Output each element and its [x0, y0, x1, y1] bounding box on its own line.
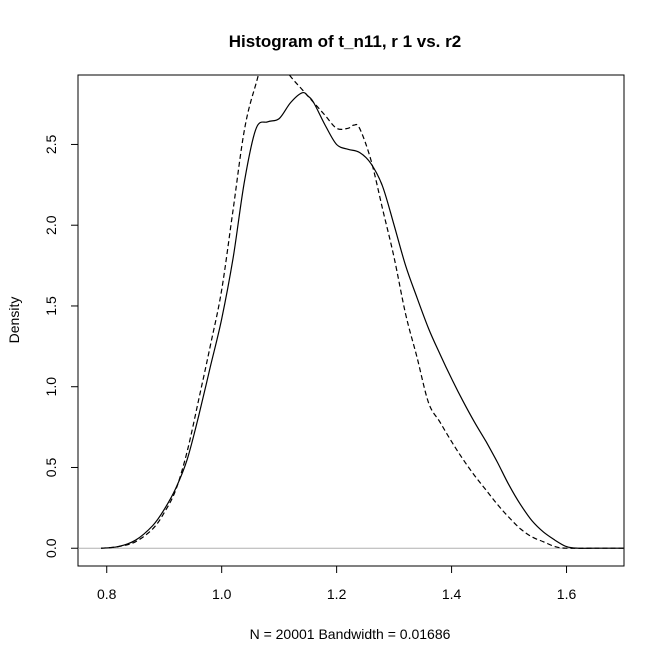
- y-tick-label: 1.0: [43, 377, 59, 397]
- y-tick-label: 0.0: [43, 538, 59, 558]
- plot-frame: [77, 74, 625, 567]
- x-axis-label: N = 20001 Bandwidth = 0.01686: [250, 626, 451, 642]
- y-tick-label: 1.5: [43, 296, 59, 316]
- x-axis: 0.8 1.0 1.2 1.4 1.6: [97, 565, 577, 602]
- x-tick-label: 1.6: [557, 586, 577, 602]
- x-tick-label: 1.4: [442, 586, 462, 602]
- x-tick-label: 0.8: [97, 586, 117, 602]
- chart-title: Histogram of t_n11, r 1 vs. r2: [229, 32, 461, 51]
- y-tick-label: 2.0: [43, 215, 59, 235]
- x-tick-label: 1.0: [212, 586, 232, 602]
- density-line-solid: [100, 91, 624, 549]
- y-tick-label: 0.5: [43, 458, 59, 478]
- y-tick-label: 2.5: [43, 135, 59, 155]
- x-tick-label: 1.2: [327, 586, 347, 602]
- series-layer: [100, 75, 624, 549]
- y-axis-label: Density: [6, 297, 22, 344]
- y-axis: 0.0 0.5 1.0 1.5 2.0 2.5: [43, 135, 79, 558]
- density-line-dashed: [100, 75, 624, 549]
